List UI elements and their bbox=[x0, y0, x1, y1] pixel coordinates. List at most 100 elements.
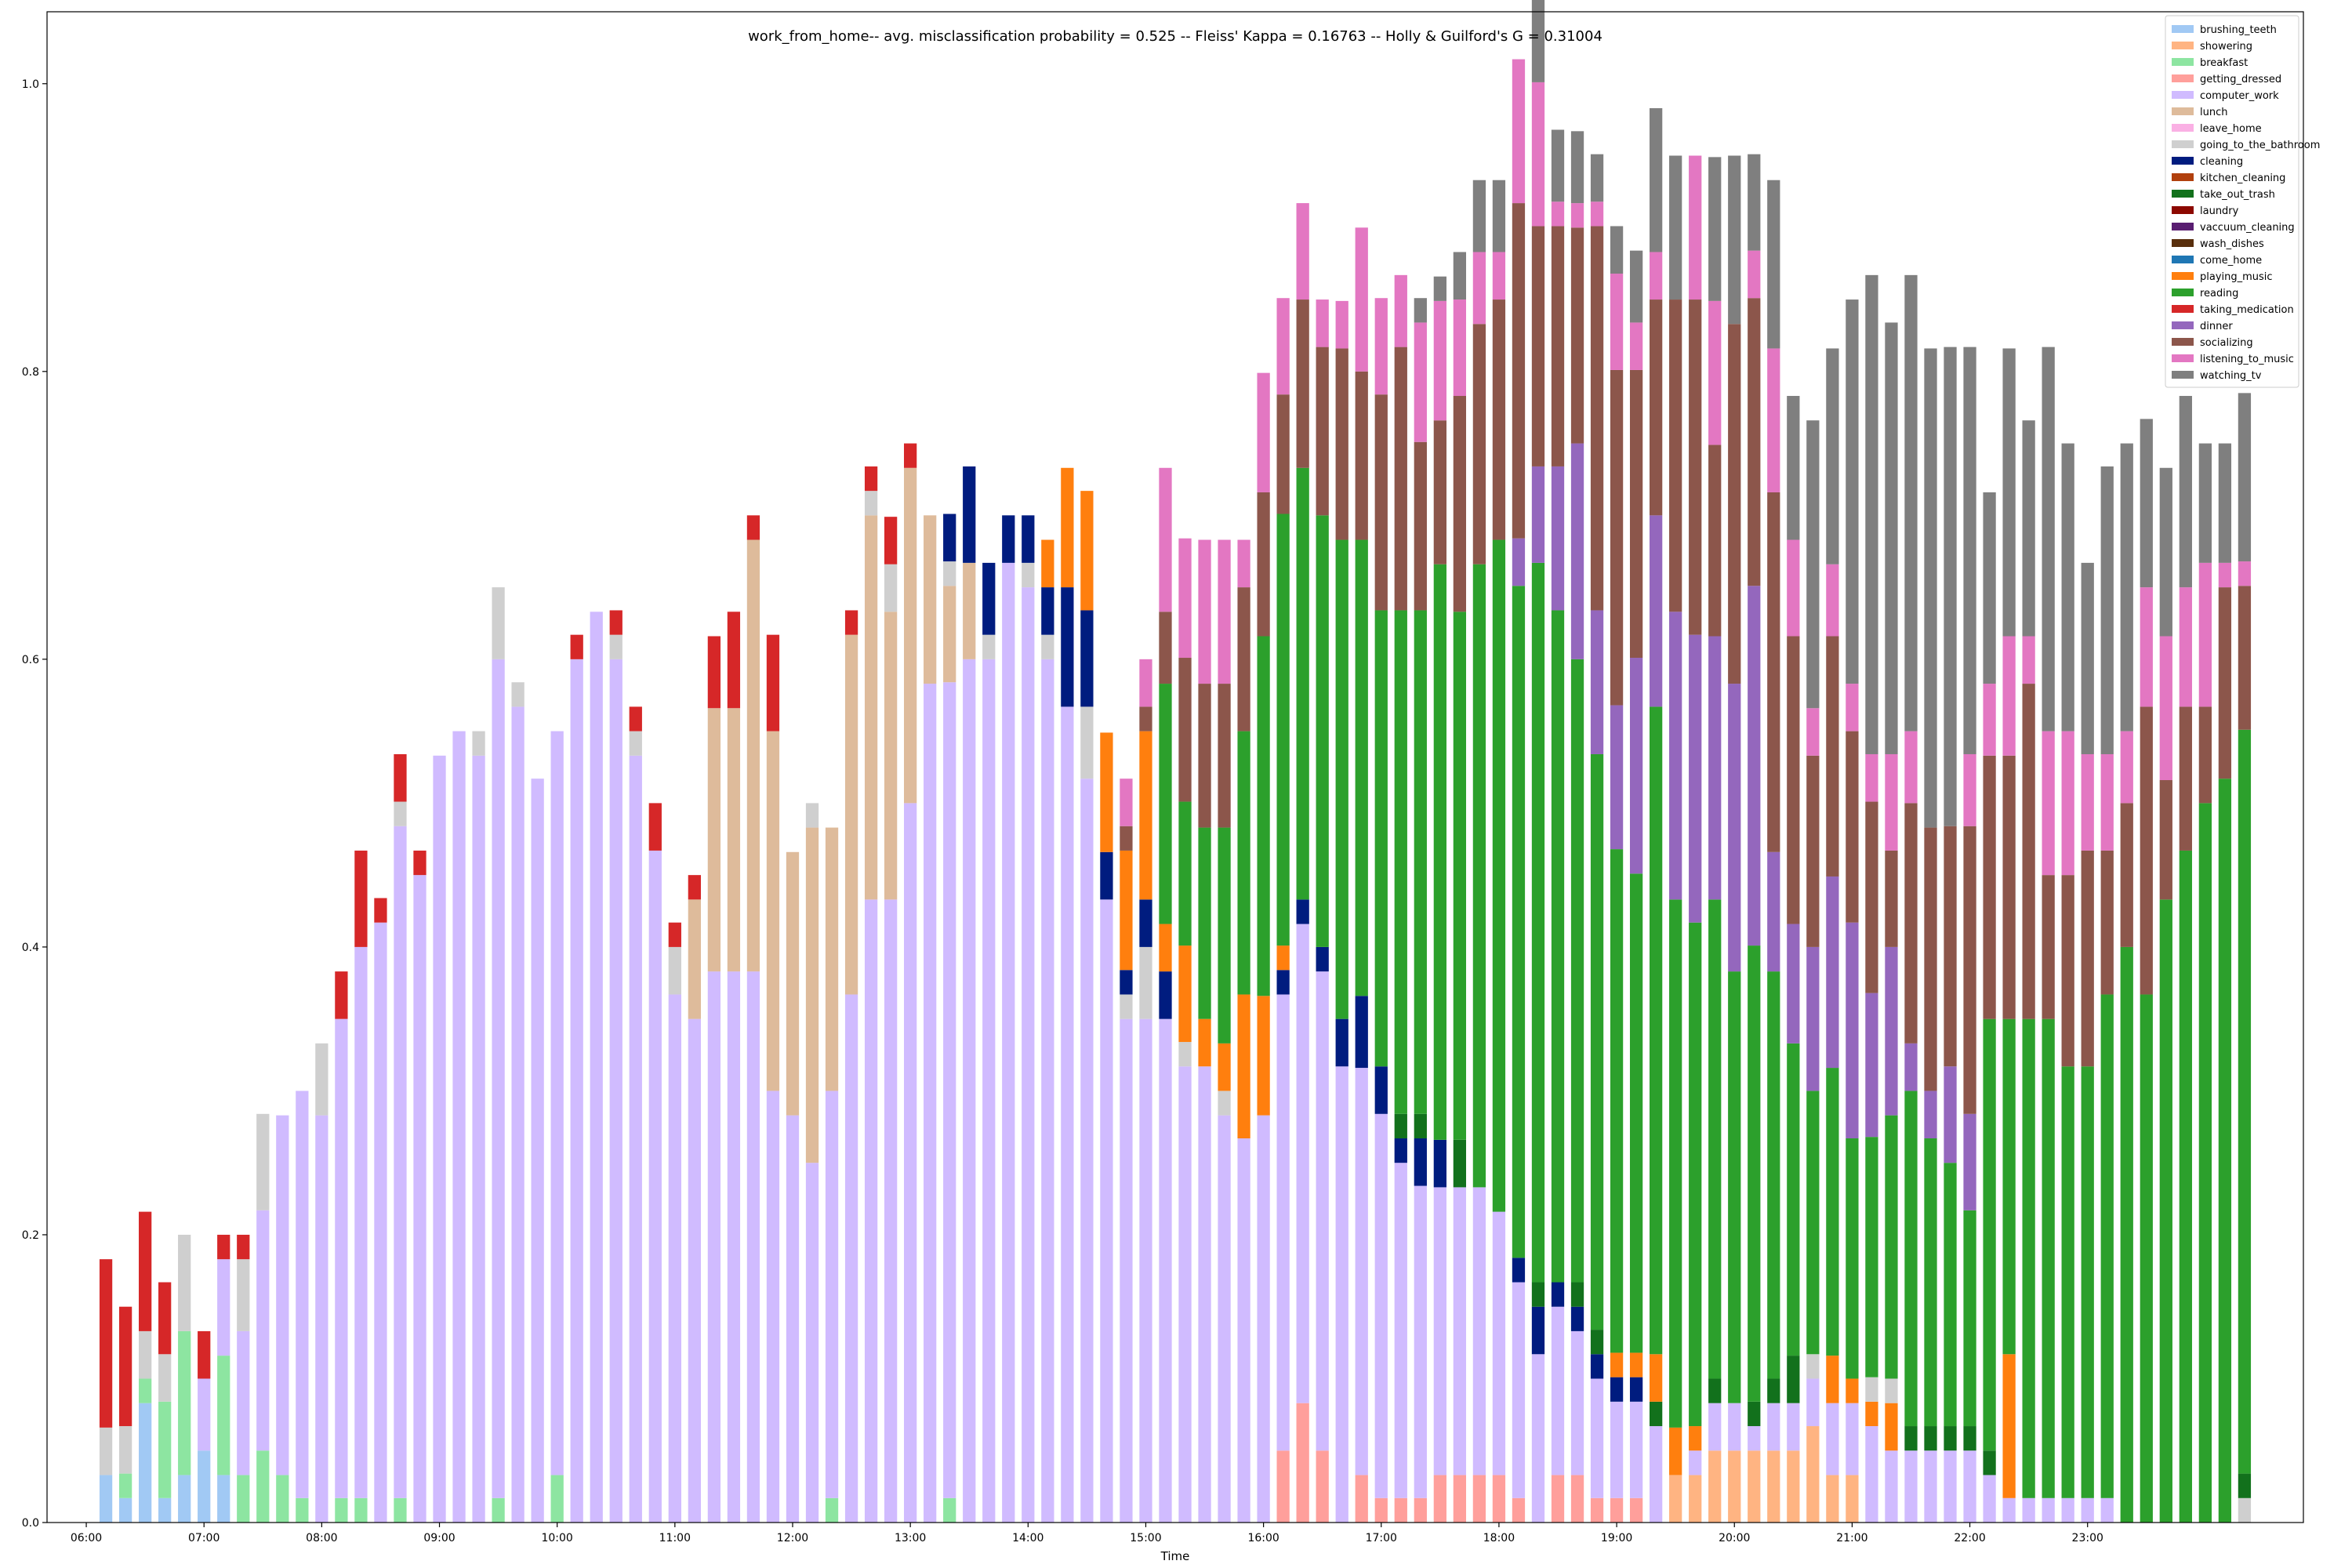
bar-segment-reading bbox=[1767, 971, 1780, 1379]
bar-segment-taking_medication bbox=[629, 706, 642, 731]
bar-segment-playing_music bbox=[1198, 1018, 1211, 1067]
bar-segment-playing_music bbox=[1846, 1378, 1859, 1403]
bar-segment-going_to_the_bathroom bbox=[2238, 1497, 2252, 1523]
bar-segment-taking_medication bbox=[668, 922, 681, 947]
bar-segment-socializing bbox=[1237, 587, 1250, 731]
bar-segment-socializing bbox=[1904, 803, 1918, 1044]
bar-segment-breakfast bbox=[256, 1450, 270, 1523]
bar-segment-computer_work bbox=[1159, 1018, 1172, 1523]
bar-segment-take_out_trash bbox=[1453, 1139, 1467, 1188]
bar-segment-computer_work bbox=[1806, 1378, 1820, 1427]
bar-segment-getting_dressed bbox=[1453, 1475, 1467, 1523]
bar-segment-socializing bbox=[1159, 612, 1172, 684]
bar-segment-reading bbox=[1983, 1018, 1996, 1451]
legend-label-cleaning: cleaning bbox=[2200, 156, 2243, 168]
bar-segment-socializing bbox=[1767, 492, 1780, 852]
bar-segment-computer_work bbox=[943, 682, 956, 1498]
bar-segment-computer_work bbox=[1944, 1450, 1957, 1523]
bar-segment-computer_work bbox=[1120, 1018, 1133, 1523]
bar-segment-computer_work bbox=[1414, 1185, 1427, 1498]
legend-swatch-socializing bbox=[2172, 338, 2194, 346]
bar-segment-going_to_the_bathroom bbox=[315, 1043, 328, 1116]
bar-segment-reading bbox=[1924, 1138, 1937, 1427]
bar-segment-computer_work bbox=[1394, 1163, 1407, 1498]
bar-segment-playing_music bbox=[1826, 1356, 1839, 1403]
bar-segment-socializing bbox=[1531, 226, 1545, 466]
bar-segment-socializing bbox=[1728, 324, 1741, 684]
bar-segment-socializing bbox=[1472, 324, 1486, 564]
bar-segment-computer_work bbox=[1767, 1403, 1780, 1451]
bar-segment-computer_work bbox=[472, 755, 485, 1523]
bar-segment-listening_to_music bbox=[1748, 250, 1761, 299]
bar-segment-socializing bbox=[1629, 369, 1643, 659]
bar-segment-take_out_trash bbox=[1983, 1450, 1996, 1475]
bar-segment-taking_medication bbox=[688, 875, 701, 900]
bar-segment-dinner bbox=[1728, 684, 1741, 972]
bar-segment-socializing bbox=[2042, 875, 2055, 1019]
bar-segment-listening_to_music bbox=[1983, 684, 1996, 756]
bar-segment-dinner bbox=[1767, 851, 1780, 972]
bar-segment-dinner bbox=[1512, 538, 1526, 586]
bar-segment-going_to_the_bathroom bbox=[178, 1234, 191, 1331]
bar-segment-socializing bbox=[1433, 420, 1446, 564]
bar-segment-socializing bbox=[1178, 658, 1192, 802]
bar-segment-lunch bbox=[844, 634, 858, 995]
bar-segment-computer_work bbox=[1022, 587, 1035, 1523]
bar-segment-computer_work bbox=[237, 1330, 250, 1475]
bar-segment-showering bbox=[1728, 1450, 1741, 1523]
x-tick-label: 19:00 bbox=[1601, 1532, 1632, 1544]
legend-swatch-brushing_teeth bbox=[2172, 25, 2194, 33]
bar-segment-dinner bbox=[1846, 922, 1859, 1138]
bar-segment-reading bbox=[1944, 1163, 1957, 1427]
bar-segment-reading bbox=[1198, 827, 1211, 1019]
y-tick-label: 1.0 bbox=[22, 78, 39, 91]
bar-segment-cleaning bbox=[1590, 1354, 1604, 1379]
bar-segment-listening_to_music bbox=[1374, 298, 1388, 395]
bar-segment-reading bbox=[1531, 562, 1545, 1283]
legend-label-playing_music: playing_music bbox=[2200, 271, 2273, 283]
bar-segment-computer_work bbox=[1904, 1450, 1918, 1523]
bar-segment-listening_to_music bbox=[1590, 201, 1604, 227]
bar-segment-brushing_teeth bbox=[178, 1475, 191, 1523]
bar-segment-listening_to_music bbox=[1218, 539, 1231, 684]
bar-segment-going_to_the_bathroom bbox=[139, 1330, 152, 1379]
bar-segment-listening_to_music bbox=[1551, 201, 1565, 227]
bar-segment-reading bbox=[1787, 1043, 1800, 1356]
bar-segment-cleaning bbox=[1061, 587, 1074, 707]
bar-segment-going_to_the_bathroom bbox=[1885, 1378, 1898, 1403]
bar-segment-lunch bbox=[746, 539, 760, 972]
bar-segment-dinner bbox=[1944, 1066, 1957, 1163]
bar-segment-reading bbox=[1178, 801, 1192, 946]
bar-segment-breakfast bbox=[276, 1475, 289, 1523]
bar-segment-watching_tv bbox=[2159, 467, 2172, 637]
bar-segment-listening_to_music bbox=[2218, 562, 2232, 588]
bar-segment-listening_to_music bbox=[2061, 731, 2074, 876]
bar-segment-playing_music bbox=[1139, 731, 1152, 900]
bar-segment-breakfast bbox=[335, 1497, 348, 1523]
legend-label-listening_to_music: listening_to_music bbox=[2200, 354, 2294, 365]
bar-segment-listening_to_music bbox=[1767, 348, 1780, 492]
bar-segment-showering bbox=[1806, 1426, 1820, 1523]
legend-label-getting_dressed: getting_dressed bbox=[2200, 74, 2281, 85]
bar-segment-dinner bbox=[1629, 658, 1643, 874]
legend-label-dinner: dinner bbox=[2200, 321, 2233, 332]
bar-segment-computer_work bbox=[2081, 1497, 2094, 1523]
bar-segment-lunch bbox=[864, 515, 878, 900]
bar-segment-going_to_the_bathroom bbox=[1041, 634, 1054, 659]
bar-segment-socializing bbox=[1355, 371, 1368, 540]
bar-segment-watching_tv bbox=[1551, 129, 1565, 202]
bar-segment-cleaning bbox=[1296, 899, 1309, 924]
bar-segment-going_to_the_bathroom bbox=[237, 1259, 250, 1331]
bar-segment-showering bbox=[1708, 1450, 1722, 1523]
bar-segment-cleaning bbox=[1276, 970, 1290, 995]
bar-segment-going_to_the_bathroom bbox=[1080, 706, 1094, 779]
bar-segment-computer_work bbox=[1061, 706, 1074, 1523]
bar-segment-playing_music bbox=[1237, 994, 1250, 1138]
bar-segment-computer_work bbox=[354, 946, 368, 1498]
bar-segment-computer_work bbox=[864, 899, 878, 1523]
bar-segment-socializing bbox=[1414, 441, 1427, 611]
bar-segment-listening_to_music bbox=[1198, 539, 1211, 684]
bar-segment-watching_tv bbox=[1590, 154, 1604, 202]
x-tick-label: 22:00 bbox=[1954, 1532, 1985, 1544]
bar-segment-computer_work bbox=[1846, 1403, 1859, 1475]
